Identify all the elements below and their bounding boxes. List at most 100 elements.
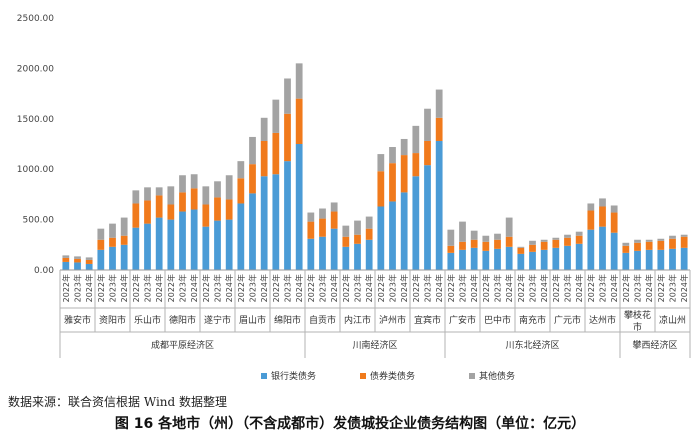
bar-segment (459, 241, 466, 250)
bar-segment (435, 117, 443, 141)
bar-segment (330, 228, 338, 270)
city-label: 凉山州 (659, 314, 686, 326)
bar-segment (342, 225, 350, 237)
bar-segment (494, 233, 501, 240)
bar-segment (470, 230, 478, 240)
bar-segment (482, 241, 490, 251)
x-tick-label-year: 2024年 (609, 274, 619, 302)
bar-segment (587, 203, 595, 211)
bar-segment (634, 242, 641, 251)
x-tick-label-year: 2022年 (236, 274, 246, 302)
bar-segment (400, 155, 408, 193)
bar-segment (564, 234, 571, 238)
x-tick-label-year: 2022年 (96, 274, 106, 302)
x-tick-label-year: 2024年 (574, 274, 584, 302)
bar-segment (610, 212, 618, 233)
x-tick-label-year: 2022年 (341, 274, 351, 302)
bar-segment (295, 98, 303, 144)
x-tick-label-year: 2023年 (108, 274, 118, 302)
x-tick-label-year: 2022年 (376, 274, 386, 302)
y-tick-label: 1000.00 (17, 165, 54, 175)
bar-segment (97, 239, 105, 250)
bar-segment (167, 186, 175, 205)
bar-segment (622, 245, 630, 253)
bar-segment (680, 234, 688, 237)
bar-segment (97, 249, 105, 270)
legend-swatch (469, 373, 475, 379)
x-tick-label-year: 2023年 (178, 274, 188, 302)
bar-segment (505, 246, 513, 270)
x-tick-label-year: 2022年 (131, 274, 141, 302)
city-label: 内江市 (344, 314, 371, 326)
bar-segment (97, 228, 105, 240)
bar-segment (575, 231, 583, 236)
bar-segment (400, 138, 408, 156)
legend-label: 银行类债务 (271, 370, 316, 382)
x-tick-label-year: 2023年 (318, 274, 328, 302)
bar-segment (272, 174, 280, 270)
x-tick-label-year: 2023年 (423, 274, 433, 302)
bar-segment (272, 132, 280, 175)
x-tick-label-year: 2024年 (469, 274, 479, 302)
bar-segment (645, 239, 653, 242)
bar-segment (307, 238, 315, 270)
x-tick-label-year: 2023年 (563, 274, 573, 302)
bar-segment (190, 209, 198, 270)
x-tick-label-year: 2022年 (621, 274, 631, 302)
bar-segment (120, 217, 128, 236)
x-tick-label-year: 2024年 (294, 274, 304, 302)
bar-segment (342, 236, 350, 247)
bar-segment (552, 247, 560, 270)
bar-segment (680, 236, 688, 248)
bar-segment (470, 239, 478, 248)
bar-segment (354, 220, 361, 235)
bar-segment (447, 229, 455, 246)
bar-segment (459, 221, 466, 242)
bar-segment (622, 242, 630, 246)
legend-swatch (360, 373, 366, 379)
bar-segment (190, 174, 198, 189)
x-tick-label-year: 2022年 (551, 274, 561, 302)
bar-segment (167, 219, 175, 270)
bar-segment (249, 136, 256, 165)
figure-caption: 图 16 各地市（州）（不含成都市）发债城投企业债务结构图（单位：亿元） (114, 416, 586, 432)
bar-segment (272, 99, 280, 133)
x-tick-label-year: 2023年 (283, 274, 293, 302)
bar-segment (214, 181, 221, 198)
bar-segment (669, 235, 676, 239)
bar-segment (552, 239, 560, 248)
y-tick-label: 500.00 (23, 216, 55, 226)
bar-segment (412, 176, 420, 270)
city-label: 攀枝花市 (624, 309, 651, 333)
legend-label: 其他债务 (479, 370, 515, 382)
city-label: 乐山市 (134, 314, 161, 326)
bar-segment (657, 240, 665, 250)
x-tick-label-year: 2024年 (224, 274, 234, 302)
bar-segment (62, 261, 70, 270)
bar-segment (622, 252, 630, 270)
x-tick-label-year: 2022年 (271, 274, 281, 302)
bar-segment (319, 208, 326, 219)
bar-segment (225, 175, 233, 200)
bar-segment (435, 89, 443, 118)
x-tick-label-year: 2022年 (656, 274, 666, 302)
bar-segment (260, 140, 268, 177)
x-tick-label-year: 2024年 (679, 274, 689, 302)
x-tick-label-year: 2022年 (446, 274, 456, 302)
x-tick-label-year: 2023年 (388, 274, 398, 302)
x-tick-label-year: 2022年 (201, 274, 211, 302)
bar-segment (260, 176, 268, 270)
bar-segment (424, 108, 431, 141)
city-label: 德阳市 (169, 314, 196, 326)
legend-label: 债券类债务 (370, 370, 415, 382)
bar-segment (377, 154, 385, 172)
city-label: 巴中市 (484, 314, 511, 326)
bar-segment (540, 241, 548, 250)
bar-segment (680, 247, 688, 270)
bar-segment (237, 178, 245, 204)
x-tick-label-year: 2023年 (353, 274, 363, 302)
city-label: 泸州市 (379, 314, 406, 326)
bar-segment (237, 161, 245, 179)
bar-segment (214, 197, 221, 221)
